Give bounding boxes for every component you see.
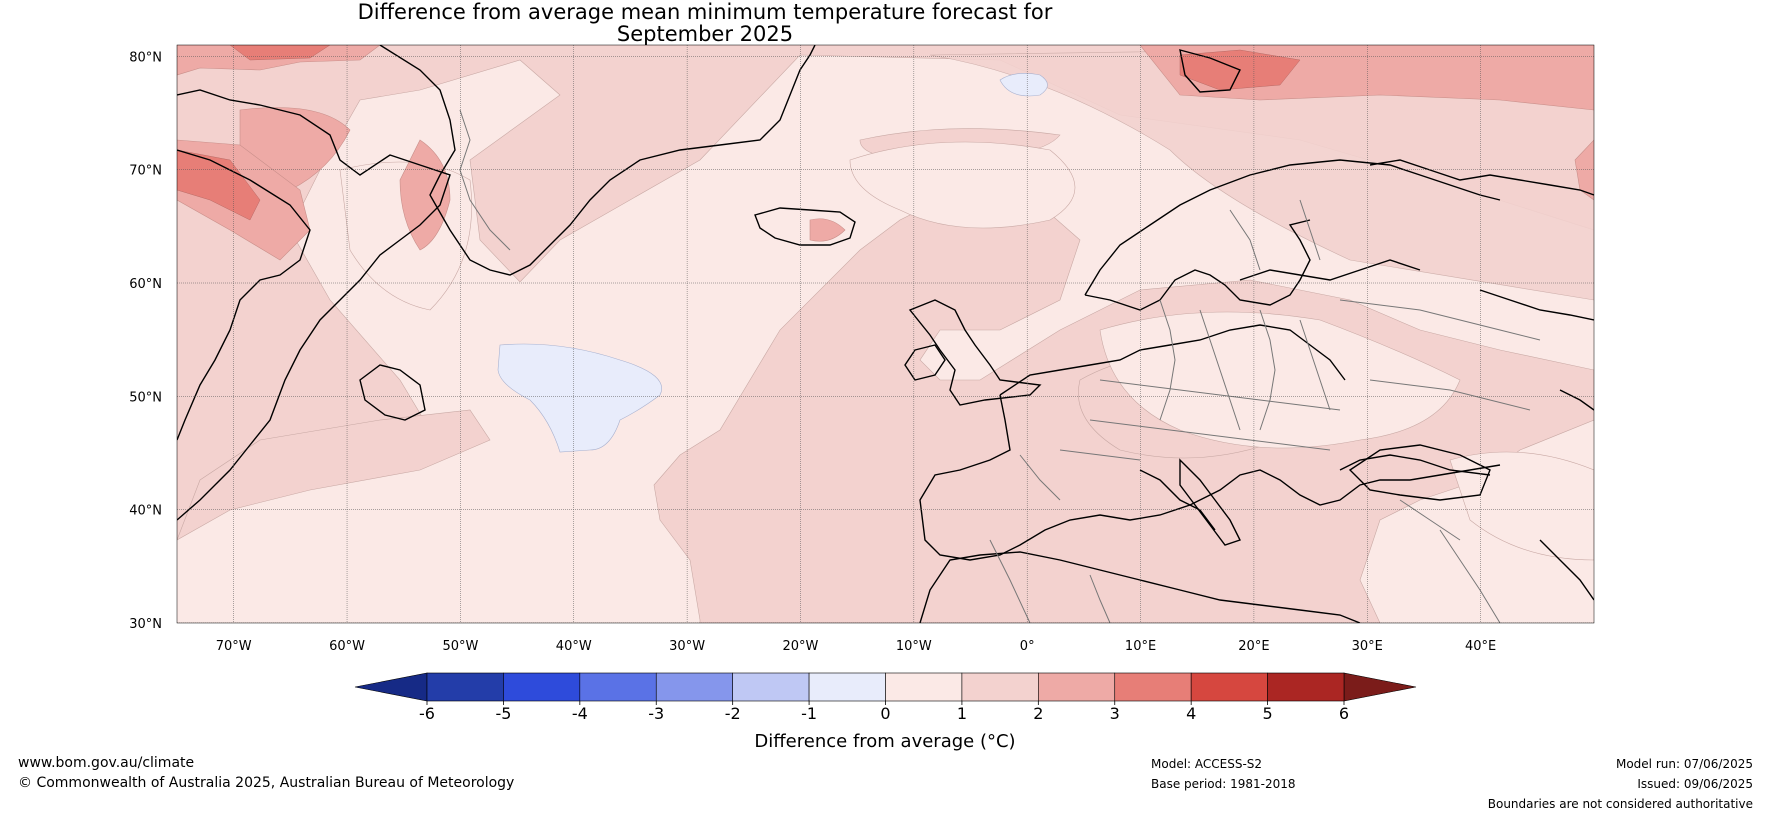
colorbar-segment xyxy=(961,672,1039,702)
latitude-label: 70°N xyxy=(129,164,162,179)
colorbar-tick-label: -3 xyxy=(648,704,664,723)
longitude-label: 60°W xyxy=(329,639,365,654)
issued-text: Issued: 09/06/2025 xyxy=(1637,777,1753,791)
colorbar-label: Difference from average (°C) xyxy=(754,731,1015,752)
map-frame xyxy=(176,44,1595,624)
colorbar-segment xyxy=(426,672,504,702)
colorbar-segment xyxy=(885,672,963,702)
longitude-label: 70°W xyxy=(216,639,252,654)
model-run-text: Model run: 07/06/2025 xyxy=(1615,757,1753,771)
longitude-label: 20°E xyxy=(1238,639,1269,654)
colorbar-under-arrow xyxy=(354,672,428,702)
longitude-label: 10°E xyxy=(1125,639,1156,654)
model-text: Model: ACCESS-S2 xyxy=(1151,757,1263,771)
latitude-label: 60°N xyxy=(129,277,162,292)
colorbar-segment xyxy=(732,672,810,702)
latitude-label: 30°N xyxy=(129,617,162,632)
longitude-label: 0° xyxy=(1020,639,1035,654)
colorbar-segment xyxy=(1038,672,1116,702)
latitude-labels: 80°N 70°N 60°N 50°N 40°N 30°N xyxy=(129,50,162,632)
longitude-label: 10°W xyxy=(896,639,932,654)
colorbar-segment xyxy=(579,672,657,702)
colorbar-tick-label: 6 xyxy=(1339,704,1349,723)
colorbar-segment xyxy=(1267,672,1345,702)
disclaimer-text: Boundaries are not considered authoritat… xyxy=(1487,797,1753,811)
longitude-label: 40°E xyxy=(1465,639,1496,654)
colorbar-tick-label: 1 xyxy=(957,704,967,723)
country-borders xyxy=(459,109,1541,623)
colorbar-over-arrow xyxy=(1343,672,1417,702)
colorbar-segment xyxy=(503,672,581,702)
copyright-text: © Commonwealth of Australia 2025, Austra… xyxy=(18,775,515,791)
website-link[interactable]: www.bom.gov.au/climate xyxy=(18,755,195,771)
colorbar-tick-label: 4 xyxy=(1186,704,1196,723)
longitude-label: 30°W xyxy=(669,639,705,654)
longitude-labels: 70°W 60°W 50°W 40°W 30°W 20°W 10°W 0° 10°E 20°E 30… xyxy=(216,639,1497,654)
title-line-1: Difference from average mean minimum tem… xyxy=(357,0,1053,24)
colorbar-segment xyxy=(655,672,733,702)
colorbar-segment xyxy=(808,672,886,702)
colorbar-tick-label: -6 xyxy=(419,704,435,723)
anomaly-negative-areas xyxy=(497,73,1048,453)
colorbar: -6 -5 -4 -3 -2 -1 0 1 2 3 4 5 6 xyxy=(354,672,1417,723)
longitude-label: 40°W xyxy=(556,639,592,654)
latitude-label: 50°N xyxy=(129,390,162,405)
colorbar-tick-label: 5 xyxy=(1262,704,1272,723)
latitude-label: 80°N xyxy=(129,50,162,65)
colorbar-segment xyxy=(1190,672,1268,702)
colorbar-tick-label: -2 xyxy=(725,704,741,723)
base-period-text: Base period: 1981-2018 xyxy=(1151,777,1296,791)
colorbar-tick-label: -1 xyxy=(801,704,817,723)
colorbar-tick-label: -5 xyxy=(495,704,511,723)
longitude-label: 20°W xyxy=(783,639,819,654)
longitude-label: 50°W xyxy=(442,639,478,654)
colorbar-segment xyxy=(1114,672,1192,702)
title-line-2: September 2025 xyxy=(616,22,794,46)
graticule xyxy=(177,45,1594,623)
colorbar-tick-label: 3 xyxy=(1110,704,1120,723)
longitude-label: 30°E xyxy=(1352,639,1383,654)
latitude-label: 40°N xyxy=(129,504,162,519)
colorbar-tick-label: 0 xyxy=(880,704,890,723)
coastlines xyxy=(177,45,1594,623)
colorbar-tick-label: 2 xyxy=(1033,704,1043,723)
colorbar-tick-label: -4 xyxy=(572,704,588,723)
